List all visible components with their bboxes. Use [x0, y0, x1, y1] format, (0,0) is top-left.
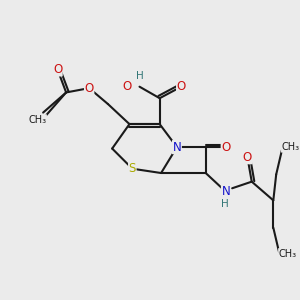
Text: O: O — [221, 141, 230, 154]
Text: CH₃: CH₃ — [281, 142, 300, 152]
Text: O: O — [177, 80, 186, 93]
Text: O: O — [243, 151, 252, 164]
Text: CH₃: CH₃ — [28, 115, 46, 125]
Text: N: N — [172, 141, 181, 154]
Text: O: O — [85, 82, 94, 94]
Text: N: N — [221, 185, 230, 198]
Text: O: O — [122, 80, 131, 93]
Text: O: O — [53, 63, 62, 76]
Text: H: H — [136, 71, 143, 81]
Text: CH₃: CH₃ — [279, 249, 297, 259]
Text: S: S — [129, 162, 136, 175]
Text: H: H — [221, 199, 229, 209]
